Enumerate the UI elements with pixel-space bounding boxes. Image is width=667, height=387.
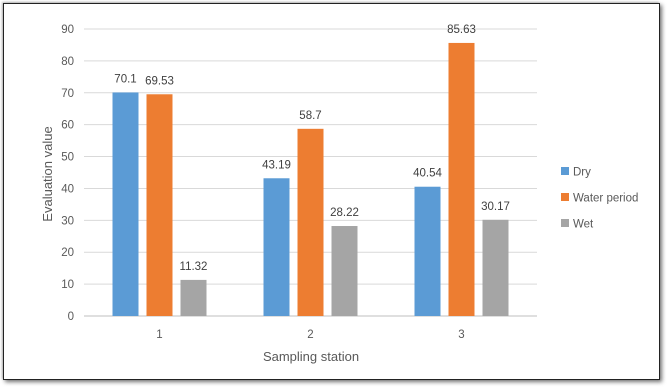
- bar-dry-2: [263, 178, 290, 316]
- y-tick-label: 40: [61, 183, 74, 195]
- data-label: 40.54: [413, 168, 442, 180]
- y-tick-label: 60: [61, 120, 74, 132]
- y-tick-label: 90: [61, 24, 74, 36]
- bar-water-period-3: [448, 42, 475, 316]
- legend-swatch: [561, 167, 569, 175]
- bar-wet-3: [482, 219, 509, 316]
- bar-dry-3: [414, 186, 441, 316]
- y-axis-ticks: 0 10 20 30 40 50 60 70 80 90: [61, 24, 74, 323]
- y-tick-label: 0: [68, 311, 74, 323]
- data-labels: 70.1 69.53 11.32 43.19 58.7 28.22 40.54 85.63 30…: [114, 24, 510, 273]
- legend-label: Dry: [573, 167, 591, 179]
- x-tick-label: 1: [156, 329, 162, 341]
- bar-water-period-2: [297, 128, 324, 316]
- x-axis-title: Sampling station: [263, 349, 359, 364]
- data-label: 43.19: [262, 159, 291, 171]
- bar-dry-1: [112, 92, 139, 316]
- y-tick-label: 10: [61, 279, 74, 291]
- y-tick-label: 30: [61, 215, 74, 227]
- bars: [112, 42, 509, 317]
- y-axis-title: Evaluation value: [40, 126, 55, 221]
- legend-swatch: [561, 193, 569, 201]
- y-tick-label: 50: [61, 152, 74, 164]
- data-label: 28.22: [330, 207, 359, 219]
- x-tick-label: 2: [307, 329, 313, 341]
- legend: Dry Water period Wet: [561, 167, 638, 231]
- data-label: 11.32: [180, 261, 208, 273]
- bar-wet-2: [331, 226, 358, 316]
- data-label: 58.7: [299, 110, 321, 122]
- data-label: 85.63: [447, 24, 476, 36]
- data-label: 69.53: [145, 75, 174, 87]
- y-tick-label: 70: [61, 88, 74, 100]
- x-axis-ticks: 1 2 3: [156, 329, 464, 341]
- legend-label: Wet: [573, 219, 594, 231]
- data-label: 30.17: [481, 201, 510, 213]
- bar-wet-1: [180, 279, 207, 316]
- legend-swatch: [561, 219, 569, 227]
- x-tick-label: 3: [458, 329, 464, 341]
- bar-water-period-1: [146, 94, 173, 317]
- y-tick-label: 80: [61, 56, 74, 68]
- legend-label: Water period: [573, 193, 638, 205]
- data-label: 70.1: [114, 73, 136, 85]
- y-tick-label: 20: [61, 247, 74, 259]
